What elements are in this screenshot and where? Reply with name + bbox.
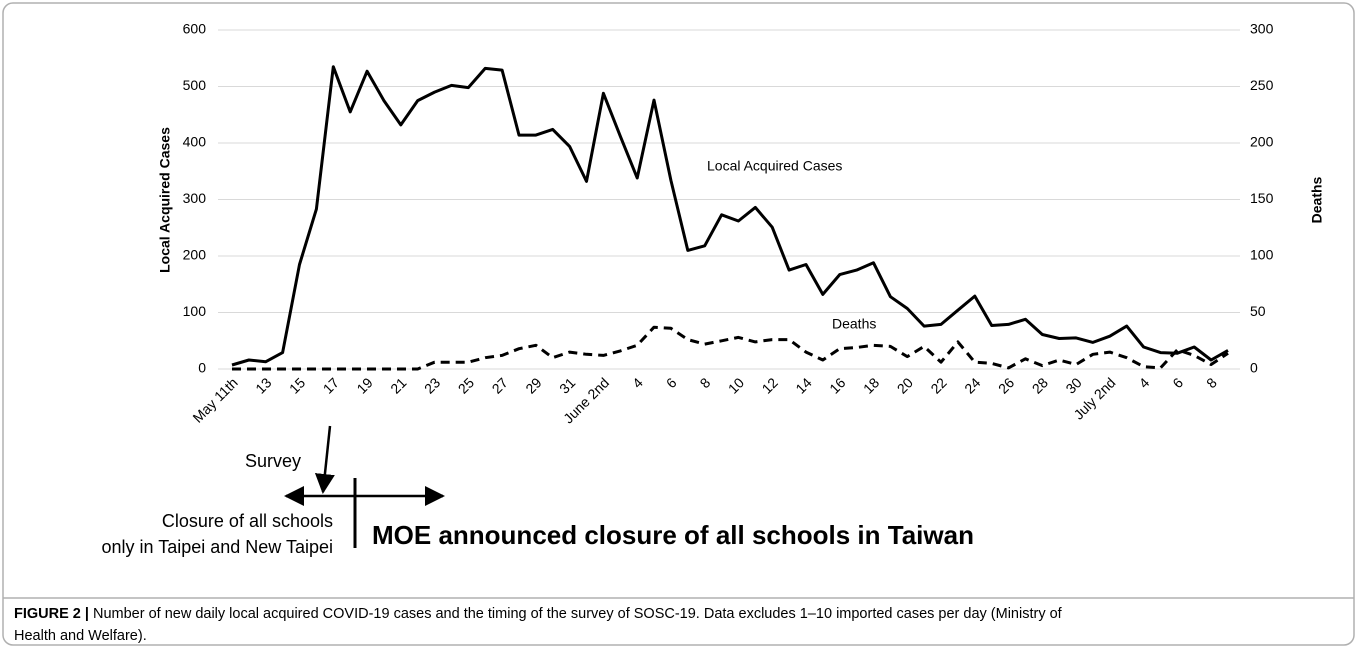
annotation: only in Taipei and New Taipei xyxy=(102,537,334,557)
y2-tick-label: 250 xyxy=(1250,77,1274,93)
y-tick-label: 500 xyxy=(183,77,207,93)
y-tick-label: 400 xyxy=(183,134,207,150)
x-tick-label: May 11th xyxy=(189,374,240,425)
survey-arrow xyxy=(314,425,335,494)
x-tick-label: 8 xyxy=(1203,374,1220,391)
x-tick-label: 29 xyxy=(522,374,544,396)
x-tick-label: 20 xyxy=(894,374,916,396)
caption-text: Number of new daily local acquired COVID… xyxy=(93,606,1063,622)
y-tick-label: 0 xyxy=(198,360,206,376)
x-tick-label: 16 xyxy=(826,374,848,396)
series-line xyxy=(232,325,1229,371)
series-line xyxy=(231,65,1229,367)
y-tick-label: 600 xyxy=(183,21,207,37)
y-tick-label: 300 xyxy=(183,190,207,206)
y2-tick-label: 0 xyxy=(1250,360,1258,376)
caption-label: FIGURE 2 | xyxy=(14,606,89,622)
y2-axis-label: Deaths xyxy=(1309,176,1325,223)
y-tick-label: 100 xyxy=(183,303,207,319)
x-tick-label: 30 xyxy=(1062,374,1084,396)
annotation: Survey xyxy=(245,451,301,471)
y2-tick-label: 300 xyxy=(1250,21,1274,37)
x-tick-label: 18 xyxy=(860,374,882,396)
x-tick-label: 13 xyxy=(252,374,274,396)
x-tick-label: 26 xyxy=(995,374,1017,396)
caption: FIGURE 2 | Number of new daily local acqu… xyxy=(14,606,1063,622)
y2-tick-label: 150 xyxy=(1250,190,1274,206)
x-tick-label: 12 xyxy=(759,374,781,396)
x-tick-label: 24 xyxy=(961,374,983,396)
x-tick-label: 31 xyxy=(556,374,578,396)
x-tick-label: 8 xyxy=(697,374,714,391)
x-tick-label: 27 xyxy=(489,374,511,396)
x-tick-label: 10 xyxy=(725,374,747,396)
x-tick-label: 4 xyxy=(629,374,646,391)
y2-tick-label: 50 xyxy=(1250,303,1266,319)
x-tick-label: 14 xyxy=(792,374,814,396)
y2-tick-label: 200 xyxy=(1250,134,1274,150)
x-tick-label: 23 xyxy=(421,374,443,396)
x-tick-label: 6 xyxy=(663,374,680,391)
y2-tick-label: 100 xyxy=(1250,247,1274,263)
x-tick-label: 25 xyxy=(455,374,477,396)
caption-text: Health and Welfare). xyxy=(14,628,147,644)
x-tick-label: 6 xyxy=(1169,374,1186,391)
x-tick-label: 4 xyxy=(1136,374,1153,391)
x-tick-label: 19 xyxy=(353,374,375,396)
x-tick-label: 28 xyxy=(1029,374,1051,396)
y-tick-label: 200 xyxy=(183,247,207,263)
x-tick-label: 17 xyxy=(320,374,342,396)
series-annotation: Deaths xyxy=(832,316,876,332)
x-tick-label: 15 xyxy=(286,374,308,396)
x-tick-label: 22 xyxy=(927,374,949,396)
annotation: MOE announced closure of all schools in … xyxy=(372,520,974,550)
x-tick-label: 21 xyxy=(387,374,409,396)
annotation: Closure of all schools xyxy=(162,511,333,531)
y-axis-label: Local Acquired Cases xyxy=(157,127,173,273)
series-annotation: Local Acquired Cases xyxy=(707,158,842,174)
